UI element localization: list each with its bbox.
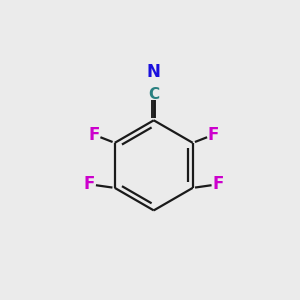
Text: N: N	[147, 63, 161, 81]
Text: F: F	[89, 126, 100, 144]
Text: F: F	[212, 175, 224, 193]
Text: C: C	[148, 87, 159, 102]
Text: F: F	[84, 175, 95, 193]
Text: F: F	[207, 126, 219, 144]
